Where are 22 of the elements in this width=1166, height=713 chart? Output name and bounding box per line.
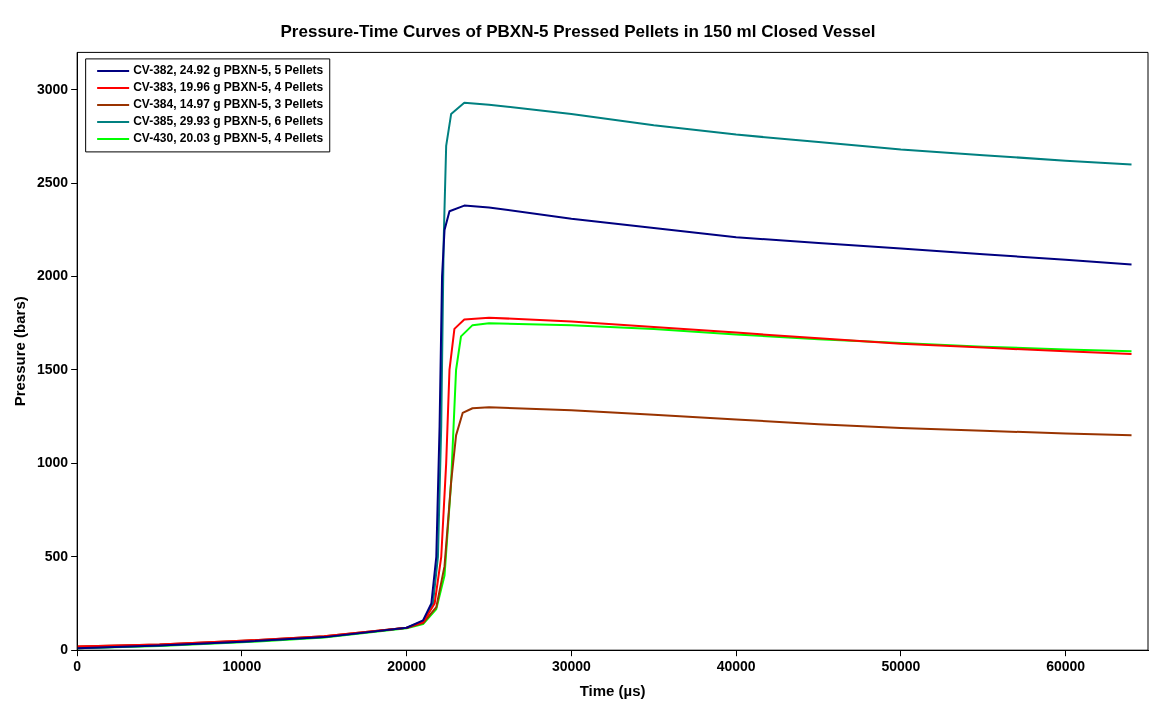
x-tick-label: 30000 — [551, 658, 592, 675]
y-tick-label: 2000 — [36, 267, 69, 284]
legend-label: CV-382, 24.92 g PBXN-5, 5 Pellets — [133, 63, 324, 78]
x-tick-label: 20000 — [387, 658, 427, 675]
legend-label: CV-384, 14.97 g PBXN-5, 3 Pellets — [133, 97, 324, 112]
chart-title: Pressure-Time Curves of PBXN-5 Pressed Pellets in 150 ml Closed Vessel — [280, 21, 876, 41]
y-tick-label: 3000 — [36, 80, 69, 97]
y-tick-label: 2500 — [36, 174, 69, 191]
y-axis-title: Pressure (bars) — [11, 296, 29, 407]
x-tick-label: 50000 — [881, 658, 921, 675]
legend-label: CV-383, 19.96 g PBXN-5, 4 Pellets — [133, 80, 324, 95]
legend-label: CV-430, 20.03 g PBXN-5, 4 Pellets — [133, 131, 324, 146]
legend-label: CV-385, 29.93 g PBXN-5, 6 Pellets — [133, 114, 324, 129]
x-axis-title: Time (µs) — [579, 682, 646, 700]
x-tick-label: 60000 — [1046, 658, 1086, 675]
y-tick-label: 500 — [44, 547, 69, 564]
y-tick-label: 0 — [60, 641, 69, 658]
x-tick-label: 0 — [73, 658, 82, 675]
x-tick-label: 10000 — [222, 658, 262, 675]
y-tick-label: 1500 — [36, 360, 69, 377]
y-tick-label: 1000 — [36, 454, 69, 471]
x-tick-label: 40000 — [716, 658, 756, 675]
